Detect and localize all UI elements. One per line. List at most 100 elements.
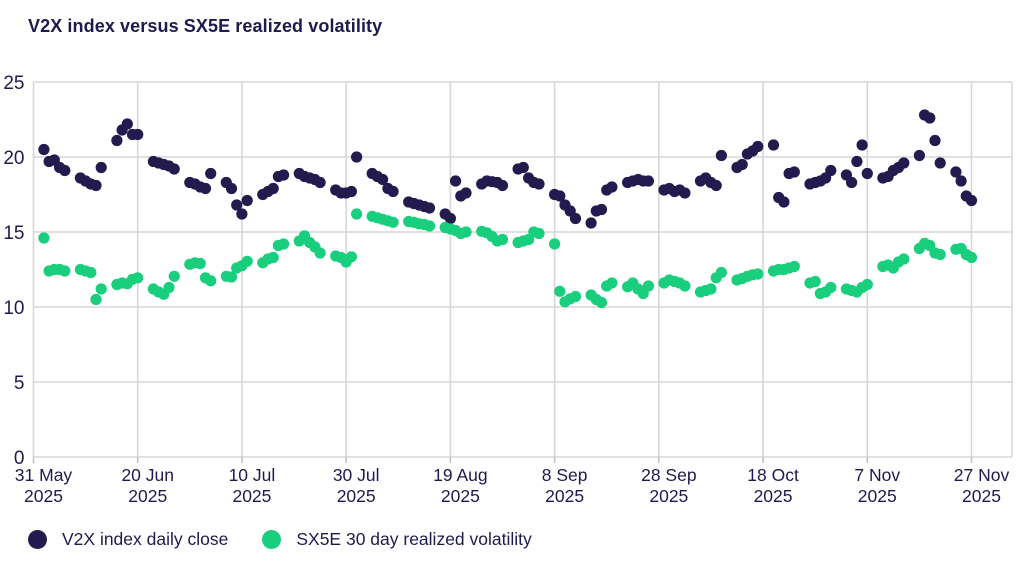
v2x-data-point (236, 208, 248, 220)
v2x-data-point (856, 139, 868, 151)
y-axis-tick-label: 5 (14, 373, 25, 394)
sx5e-data-point (423, 220, 436, 232)
v2x-data-point (377, 173, 389, 186)
v2x-legend-dot-icon (28, 530, 47, 549)
x-axis-tick-label: 19 Aug 2025 (433, 465, 488, 506)
v2x-data-point (924, 112, 936, 124)
v2x-data-point (965, 194, 978, 207)
sx5e-data-point (168, 270, 180, 282)
v2x-data-point (205, 167, 217, 180)
sx5e-data-point (554, 285, 566, 297)
v2x-data-point (929, 134, 941, 147)
sx5e-data-point (225, 271, 238, 283)
v2x-data-point (642, 175, 655, 187)
v2x-data-point (496, 179, 509, 192)
v2x-data-point (778, 196, 790, 208)
legend-label-v2x: V2X index daily close (62, 529, 229, 549)
sx5e-data-point (460, 226, 472, 238)
v2x-data-point (132, 128, 144, 141)
sx5e-data-point (241, 255, 253, 267)
sx5e-data-point (898, 253, 910, 265)
v2x-data-point (231, 199, 243, 211)
v2x-data-point (517, 161, 529, 174)
sx5e-data-point (642, 280, 655, 292)
sx5e-data-point (387, 216, 399, 228)
x-axis-tick-label: 18 Oct 2025 (747, 465, 799, 506)
v2x-data-point (606, 181, 618, 193)
y-axis-tick-label: 0 (14, 448, 25, 469)
chart-title: V2X index versus SX5E realized volatilit… (28, 16, 383, 36)
v2x-data-point (788, 166, 800, 178)
sx5e-data-point (90, 293, 102, 306)
sx5e-data-point (679, 280, 691, 292)
v2x-data-point (38, 143, 50, 156)
x-axis-tick-label: 7 Nov 2025 (854, 465, 900, 506)
sx5e-data-point (59, 265, 71, 277)
x-axis-tick-label: 20 Jun 2025 (121, 465, 174, 506)
v2x-data-point (715, 149, 728, 162)
v2x-data-point (846, 176, 858, 189)
x-axis-tick-label: 28 Sep 2025 (641, 465, 696, 506)
sx5e-data-point (934, 248, 946, 261)
sx5e-data-point (533, 227, 545, 240)
v2x-data-point (90, 179, 102, 192)
v2x-data-point (767, 139, 780, 151)
v2x-data-point (199, 182, 212, 195)
v2x-data-point (168, 163, 180, 175)
v2x-data-point (569, 212, 582, 225)
x-axis-tick-label: 31 May 2025 (15, 465, 73, 506)
sx5e-data-point (809, 275, 821, 288)
sx5e-data-point (825, 281, 837, 294)
x-axis-tick-label: 8 Sep 2025 (542, 465, 588, 506)
sx5e-data-point (132, 272, 144, 284)
v2x-data-point (241, 194, 253, 207)
sx5e-data-point (752, 268, 764, 280)
v2x-data-point (861, 167, 873, 180)
sx5e-data-point (549, 238, 561, 250)
v2x-data-point (679, 187, 691, 199)
v2x-data-point (314, 176, 326, 189)
v2x-data-point (423, 202, 436, 214)
sx5e-data-point (965, 251, 978, 264)
sx5e-data-point (861, 278, 873, 291)
legend-item-v2x: V2X index daily close (28, 529, 228, 550)
sx5e-data-point (705, 283, 717, 295)
v2x-data-point (351, 151, 363, 163)
v2x-data-point (225, 182, 238, 195)
v2x-data-point (450, 175, 462, 187)
v2x-data-point (345, 185, 357, 198)
v2x-data-point (955, 175, 967, 187)
sx5e-data-point (267, 251, 279, 264)
sx5e-data-point (606, 277, 618, 289)
sx5e-data-point (351, 208, 363, 220)
v2x-data-point (585, 217, 597, 229)
sx5e-data-point (569, 290, 582, 303)
v2x-data-point (554, 190, 566, 202)
v2x-data-point (111, 134, 123, 147)
v2x-data-point (278, 169, 290, 181)
sx5e-data-point (278, 238, 290, 250)
v2x-data-point (851, 155, 863, 168)
sx5e-data-point (205, 275, 217, 287)
v2x-data-point (533, 178, 545, 190)
v2x-data-point (934, 157, 946, 169)
v2x-data-point (825, 164, 837, 177)
sx5e-data-point (163, 281, 175, 294)
sx5e-data-point (788, 260, 800, 273)
sx5e-data-point (715, 266, 728, 279)
sx5e-data-point (496, 233, 509, 246)
y-axis-tick-label: 20 (3, 148, 24, 169)
v2x-data-point (59, 164, 71, 177)
y-axis-tick-label: 15 (3, 223, 24, 244)
x-axis-tick-label: 10 Jul 2025 (229, 465, 276, 506)
v2x-data-point (752, 140, 764, 153)
x-axis-tick-label: 27 Nov 2025 (954, 465, 1010, 506)
legend-label-sx5e: SX5E 30 day realized volatility (296, 529, 532, 549)
sx5e-data-point (85, 266, 97, 279)
v2x-data-point (121, 118, 133, 130)
v2x-data-point (913, 149, 926, 162)
v2x-data-point (460, 187, 472, 199)
v2x-data-point (387, 185, 399, 198)
v2x-data-point (898, 157, 910, 169)
legend-item-sx5e: SX5E 30 day realized volatility (262, 529, 532, 550)
